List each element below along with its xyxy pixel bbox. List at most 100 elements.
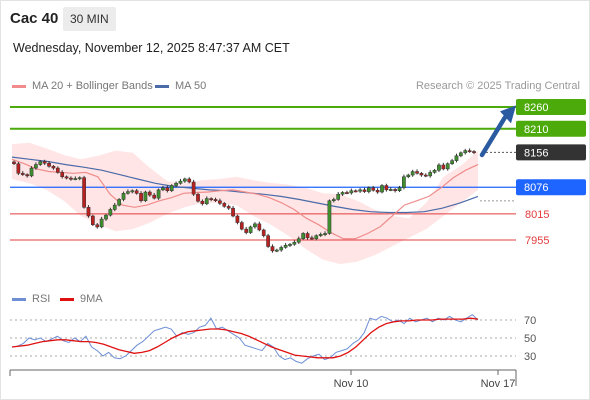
candle-body: [349, 190, 354, 194]
candle: [367, 186, 371, 194]
candle-body: [384, 185, 389, 191]
candle: [296, 236, 301, 244]
candle: [454, 153, 459, 163]
candle: [152, 192, 157, 200]
ma20-line: [11, 158, 479, 240]
candle-body: [336, 193, 341, 200]
candle-body: [152, 194, 157, 199]
candle-body: [29, 167, 34, 177]
candle-body: [112, 204, 117, 210]
candle: [257, 221, 262, 232]
candle: [99, 216, 104, 229]
candle-body: [371, 187, 376, 191]
candle-body: [178, 180, 183, 184]
candle: [104, 213, 108, 221]
candle: [270, 244, 275, 253]
candle-body: [327, 200, 332, 234]
candle-body: [459, 152, 463, 157]
legend-ma50: MA 50: [155, 80, 206, 92]
candle: [73, 176, 78, 181]
candle: [231, 205, 235, 218]
candle: [459, 151, 463, 158]
candle: [38, 160, 43, 166]
candle: [248, 225, 253, 234]
candle-body: [121, 193, 126, 200]
candle-body: [218, 200, 222, 204]
candle: [318, 232, 323, 237]
legend-ma20-label: MA 20 + Bollinger Bands: [32, 80, 153, 93]
candle-body: [47, 163, 51, 167]
candle: [441, 162, 446, 171]
candle-body: [393, 189, 397, 191]
rsi-tick-70: 70: [524, 315, 536, 327]
period-selector-button[interactable]: 30 MIN: [63, 7, 116, 31]
rsi-ma-swatch: [60, 297, 74, 301]
candle: [419, 171, 424, 177]
candle-body: [375, 190, 380, 193]
candle: [428, 170, 433, 178]
level-label-8260: 8260: [524, 102, 548, 114]
candle-body: [117, 199, 121, 206]
candle: [432, 168, 437, 174]
candle-body: [388, 189, 393, 191]
candle: [305, 231, 310, 240]
candle-body: [20, 173, 25, 175]
candle-body: [288, 244, 292, 246]
candle-body: [331, 199, 336, 202]
candle-body: [200, 200, 205, 205]
candle-body: [463, 150, 468, 154]
legend-rsi-label: RSI: [32, 293, 51, 306]
candle-body: [38, 161, 43, 165]
candle-body: [248, 226, 253, 233]
candle: [178, 178, 183, 185]
candle-body: [428, 172, 433, 177]
candle-body: [305, 233, 310, 239]
candle: [64, 175, 69, 180]
candle: [134, 188, 139, 195]
candle-body: [213, 199, 218, 202]
candle-body: [441, 164, 446, 170]
candle-body: [296, 238, 301, 243]
candle-body: [139, 193, 143, 202]
candle-body: [310, 237, 314, 240]
candle: [42, 159, 47, 165]
candle: [169, 184, 174, 193]
candle: [34, 162, 38, 170]
candle-body: [77, 177, 82, 180]
candle-body: [279, 247, 284, 251]
candle-body: [397, 187, 402, 191]
candle-body: [91, 215, 95, 225]
candle: [29, 166, 34, 178]
candle: [191, 179, 196, 196]
candle: [340, 191, 345, 196]
candle-body: [165, 187, 170, 191]
candle: [12, 160, 16, 165]
candle: [353, 189, 358, 193]
candle-body: [402, 176, 406, 188]
candle: [20, 171, 25, 176]
candle-body: [196, 193, 200, 202]
rsi-ma-line: [11, 317, 479, 359]
candle: [25, 173, 29, 178]
candle: [393, 188, 397, 193]
candle: [156, 188, 161, 200]
candle: [406, 173, 411, 179]
candle: [279, 245, 284, 252]
forecast-arrow-shaft: [479, 115, 508, 158]
candle-body: [450, 160, 454, 164]
candle: [349, 188, 354, 195]
candle: [336, 192, 341, 201]
candle: [174, 181, 178, 188]
candle-body: [64, 176, 69, 179]
candle-body: [437, 164, 441, 171]
candle-body: [42, 161, 47, 164]
candle: [222, 202, 227, 208]
candle: [384, 183, 389, 192]
candle-body: [323, 233, 327, 235]
candle-body: [104, 214, 108, 220]
candle-body: [187, 178, 192, 183]
chart-datetime: Wednesday, November 12, 2025 8:47:37 AM …: [13, 41, 290, 55]
level-label-8210: 8210: [524, 124, 548, 136]
candle-body: [60, 172, 65, 178]
candle: [244, 226, 249, 235]
